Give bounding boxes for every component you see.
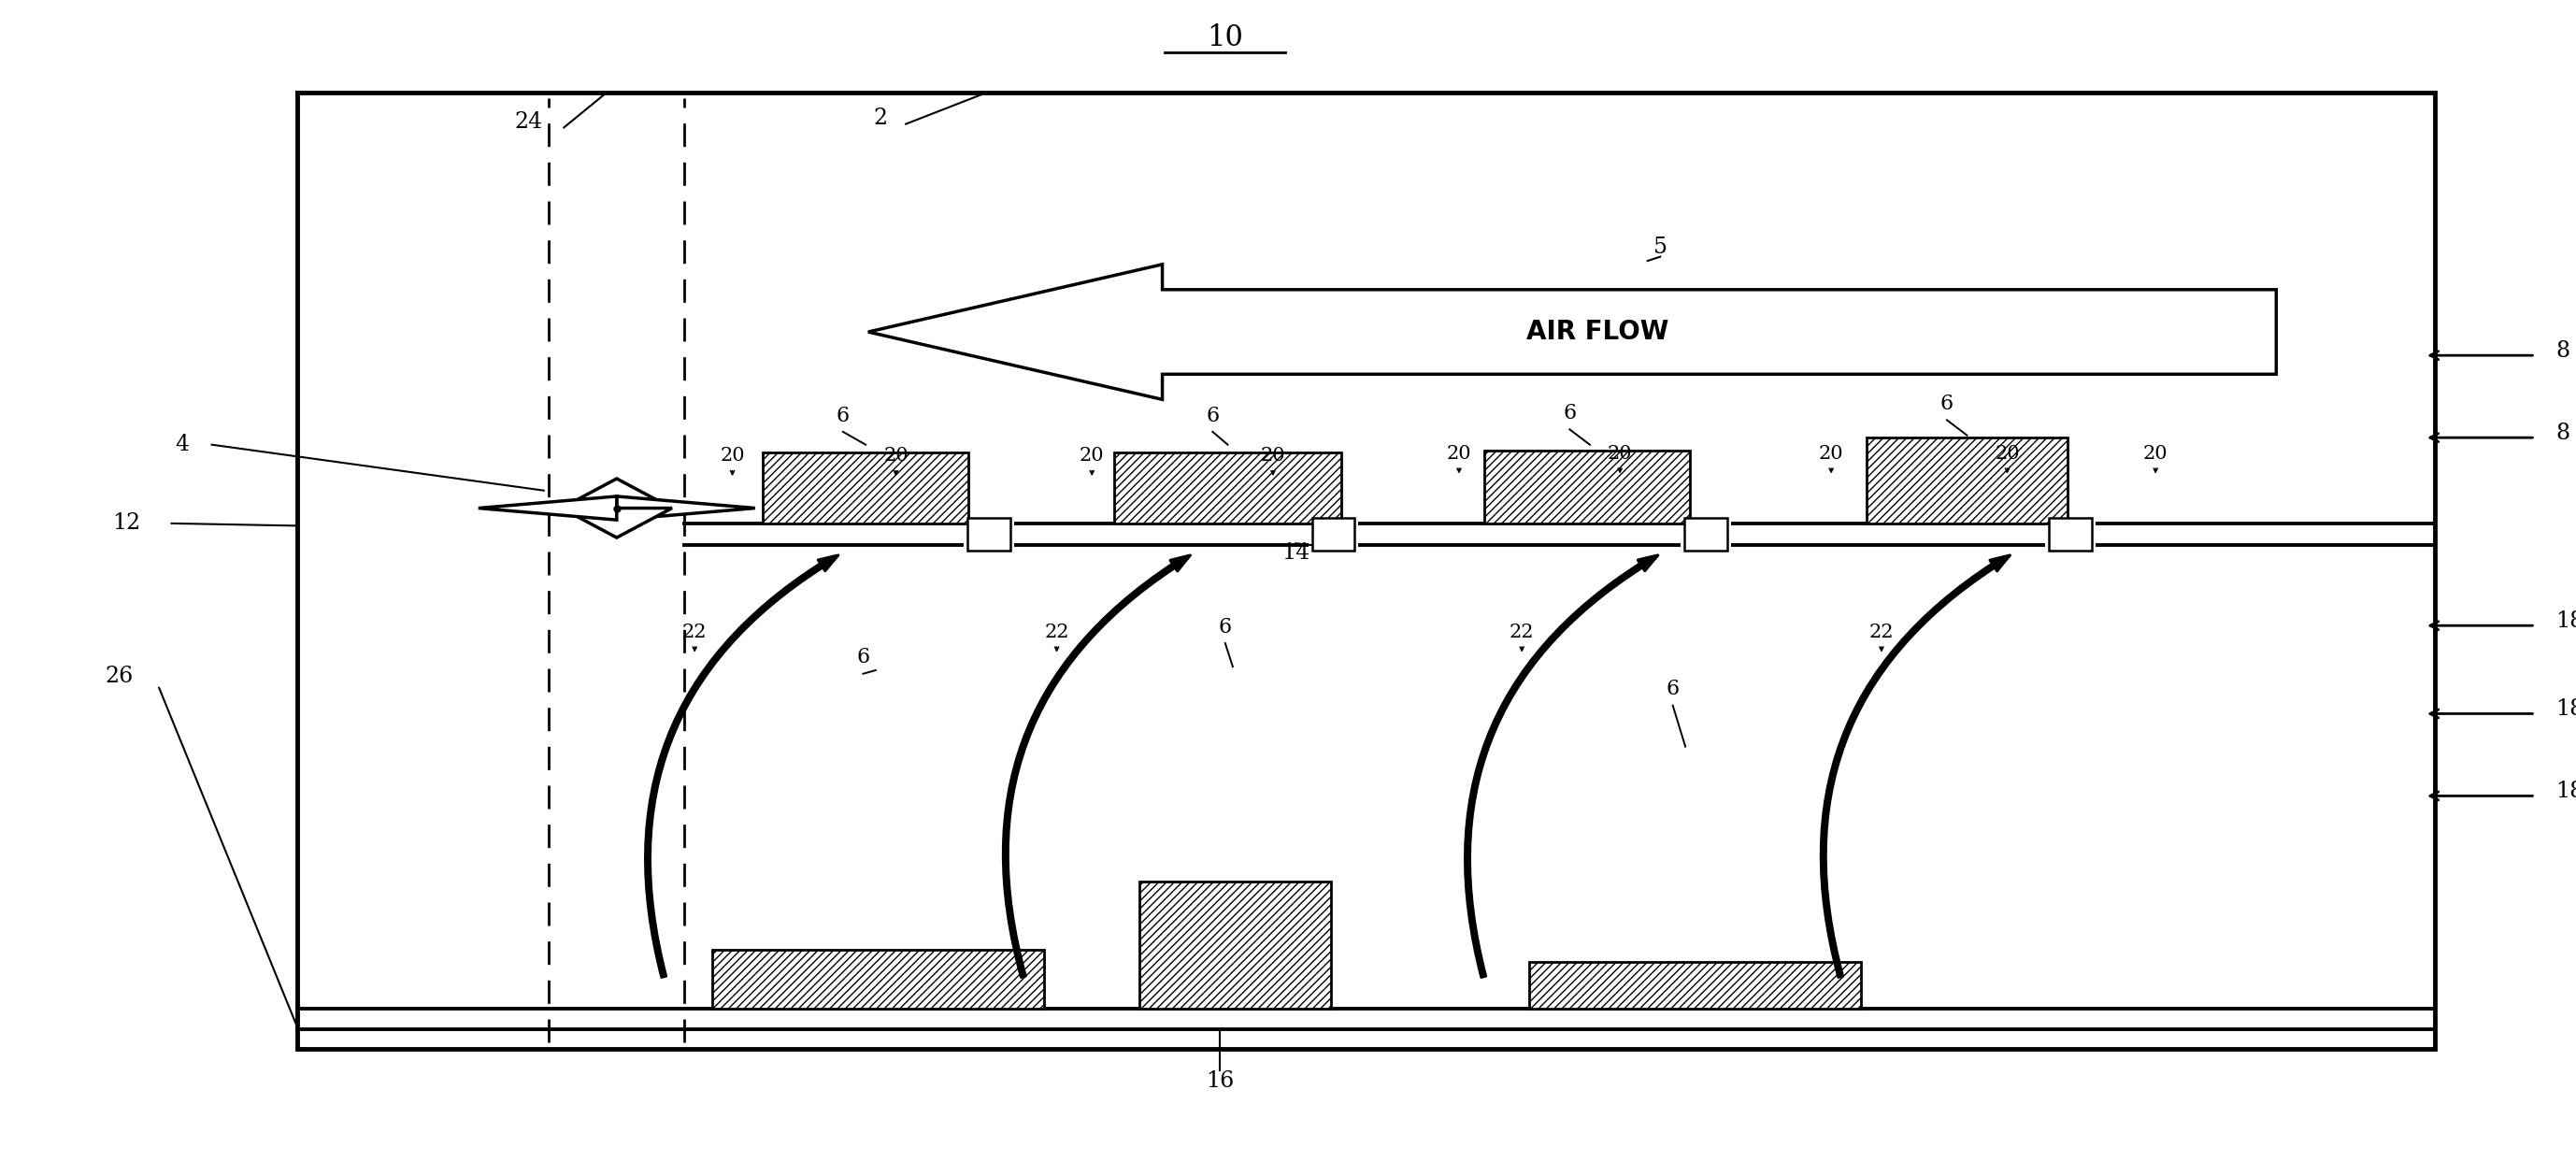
Bar	[1530, 962, 1862, 1009]
Text: 20: 20	[719, 447, 744, 465]
Text: 18: 18	[2555, 699, 2576, 720]
Text: 22: 22	[1043, 623, 1069, 641]
Polygon shape	[616, 496, 755, 520]
Text: 10: 10	[1208, 24, 1244, 53]
Bar	[762, 453, 969, 523]
Polygon shape	[868, 265, 2277, 400]
Bar	[1311, 517, 1355, 550]
Text: 26: 26	[106, 666, 134, 687]
Text: 20: 20	[1079, 447, 1105, 465]
Text: 20: 20	[884, 447, 909, 465]
Text: 6: 6	[855, 647, 871, 668]
Text: 6: 6	[1667, 679, 1680, 700]
Polygon shape	[479, 496, 616, 520]
Text: 22: 22	[1510, 623, 1535, 641]
Text: 20: 20	[1994, 445, 2020, 462]
Bar	[1868, 437, 2069, 523]
Polygon shape	[562, 508, 672, 537]
Text: 20: 20	[2143, 445, 2169, 462]
Text: 20: 20	[1819, 445, 1844, 462]
Bar	[969, 517, 1010, 550]
Text: 18: 18	[2555, 781, 2576, 802]
Text: 2: 2	[873, 107, 889, 129]
Text: 14: 14	[1280, 542, 1309, 563]
Text: 20: 20	[1260, 447, 1285, 465]
FancyArrowPatch shape	[1466, 555, 1659, 977]
Text: 22: 22	[1870, 623, 1893, 641]
Text: 24: 24	[515, 111, 544, 133]
Text: 22: 22	[683, 623, 706, 641]
FancyArrowPatch shape	[647, 555, 837, 977]
Bar	[1115, 453, 1342, 523]
FancyArrowPatch shape	[1002, 555, 1190, 977]
Text: 6: 6	[837, 406, 850, 426]
Text: 6: 6	[1218, 616, 1231, 637]
Text: 18: 18	[2555, 610, 2576, 632]
Text: 6: 6	[1940, 394, 1953, 414]
Text: 6: 6	[1564, 403, 1577, 423]
Bar	[711, 950, 1043, 1009]
Bar	[1139, 882, 1332, 1009]
Text: 8: 8	[2555, 422, 2568, 443]
Text: 20: 20	[1448, 445, 1471, 462]
Text: 12: 12	[113, 513, 142, 534]
Text: 20: 20	[1607, 445, 1633, 462]
FancyArrowPatch shape	[1821, 555, 2009, 977]
Text: 8: 8	[2555, 340, 2568, 361]
Text: 5: 5	[1654, 236, 1667, 258]
Bar	[1484, 450, 1690, 523]
Text: 6: 6	[1206, 406, 1218, 426]
Text: 16: 16	[1206, 1070, 1234, 1093]
Text: 4: 4	[175, 434, 188, 455]
Bar	[2048, 517, 2092, 550]
Bar	[1685, 517, 1726, 550]
Polygon shape	[562, 479, 672, 508]
Text: AIR FLOW: AIR FLOW	[1525, 319, 1669, 345]
